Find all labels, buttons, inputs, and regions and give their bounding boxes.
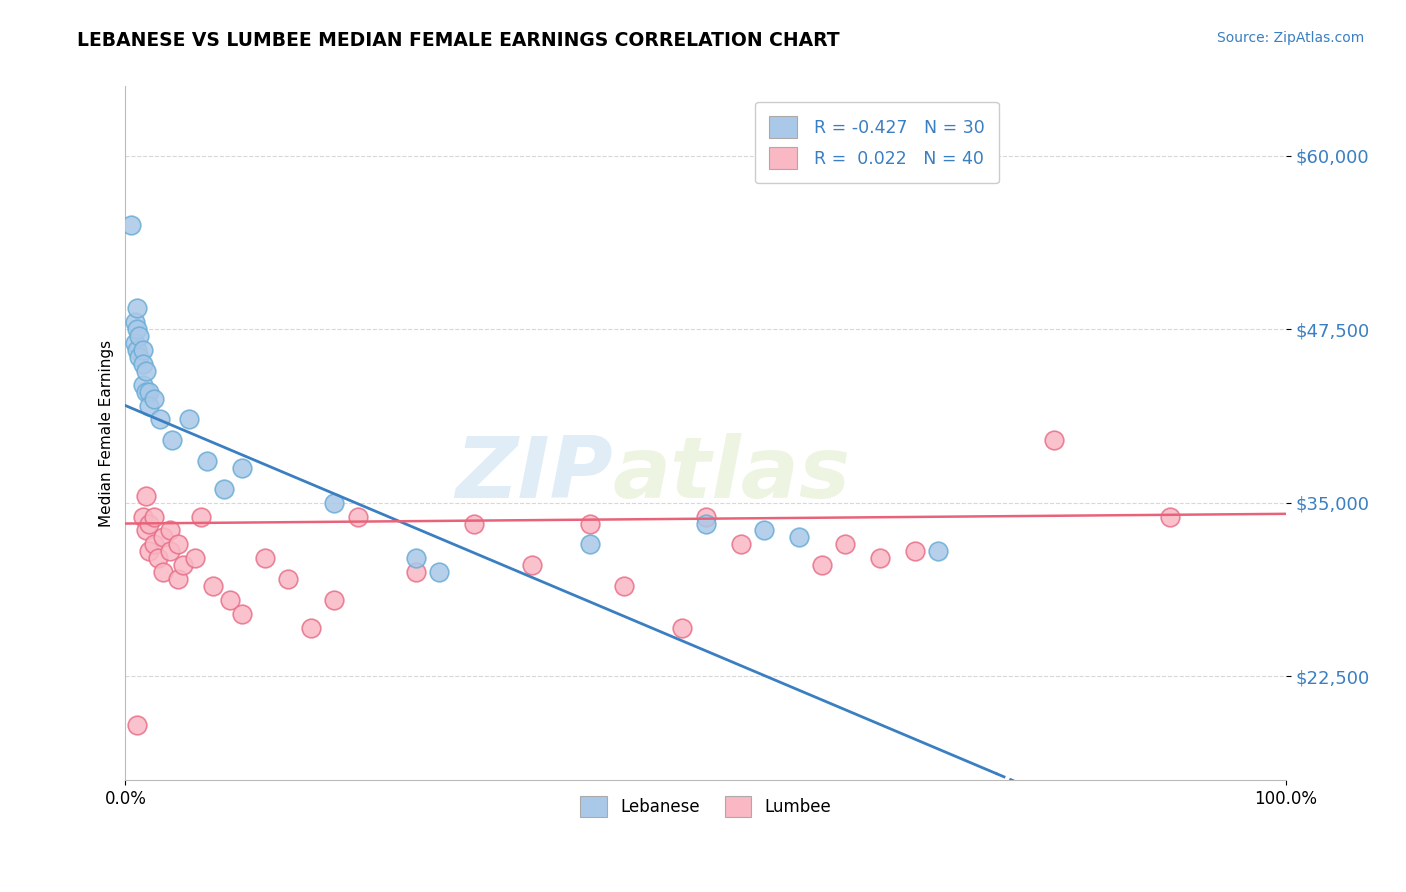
Point xyxy=(159,524,181,538)
Point xyxy=(132,357,155,371)
Point xyxy=(143,392,166,406)
Point xyxy=(195,454,218,468)
Point xyxy=(152,530,174,544)
Point xyxy=(578,537,600,551)
Point xyxy=(323,593,346,607)
Point xyxy=(149,412,172,426)
Point xyxy=(613,579,636,593)
Point xyxy=(463,516,485,531)
Point xyxy=(231,461,253,475)
Y-axis label: Median Female Earnings: Median Female Earnings xyxy=(100,340,114,527)
Point xyxy=(1043,434,1066,448)
Point xyxy=(132,509,155,524)
Point xyxy=(124,315,146,329)
Point xyxy=(128,329,150,343)
Text: ZIP: ZIP xyxy=(456,434,613,516)
Point xyxy=(201,579,224,593)
Point xyxy=(184,551,207,566)
Point xyxy=(190,509,212,524)
Point xyxy=(810,558,832,573)
Point xyxy=(179,412,201,426)
Point xyxy=(752,524,775,538)
Point xyxy=(135,489,157,503)
Point xyxy=(132,343,155,357)
Point xyxy=(671,621,693,635)
Point xyxy=(166,572,188,586)
Text: Source: ZipAtlas.com: Source: ZipAtlas.com xyxy=(1216,31,1364,45)
Point xyxy=(869,551,891,566)
Text: atlas: atlas xyxy=(613,434,851,516)
Point xyxy=(903,544,925,558)
Point xyxy=(125,343,148,357)
Point xyxy=(132,377,155,392)
Point xyxy=(1159,509,1181,524)
Point xyxy=(299,621,322,635)
Legend: Lebanese, Lumbee: Lebanese, Lumbee xyxy=(574,789,838,824)
Point xyxy=(787,530,810,544)
Point xyxy=(160,434,183,448)
Point xyxy=(135,524,157,538)
Point xyxy=(143,509,166,524)
Point xyxy=(927,544,949,558)
Point xyxy=(695,516,717,531)
Point xyxy=(730,537,752,551)
Point xyxy=(578,516,600,531)
Point xyxy=(125,301,148,316)
Point xyxy=(128,350,150,364)
Point xyxy=(173,558,195,573)
Point xyxy=(138,384,160,399)
Point xyxy=(520,558,543,573)
Point xyxy=(125,718,148,732)
Point xyxy=(124,336,146,351)
Point xyxy=(125,322,148,336)
Point xyxy=(159,544,181,558)
Point xyxy=(152,565,174,579)
Point xyxy=(405,565,427,579)
Point xyxy=(405,551,427,566)
Point xyxy=(166,537,188,551)
Point xyxy=(120,218,142,232)
Point xyxy=(253,551,276,566)
Point xyxy=(138,544,160,558)
Point xyxy=(219,593,242,607)
Point xyxy=(146,551,169,566)
Point xyxy=(143,537,166,551)
Text: LEBANESE VS LUMBEE MEDIAN FEMALE EARNINGS CORRELATION CHART: LEBANESE VS LUMBEE MEDIAN FEMALE EARNING… xyxy=(77,31,839,50)
Point xyxy=(135,384,157,399)
Point xyxy=(138,516,160,531)
Point xyxy=(695,509,717,524)
Point xyxy=(212,482,235,496)
Point xyxy=(834,537,856,551)
Point xyxy=(138,399,160,413)
Point xyxy=(277,572,299,586)
Point xyxy=(231,607,253,621)
Point xyxy=(427,565,450,579)
Point xyxy=(135,364,157,378)
Point xyxy=(346,509,368,524)
Point xyxy=(323,496,346,510)
